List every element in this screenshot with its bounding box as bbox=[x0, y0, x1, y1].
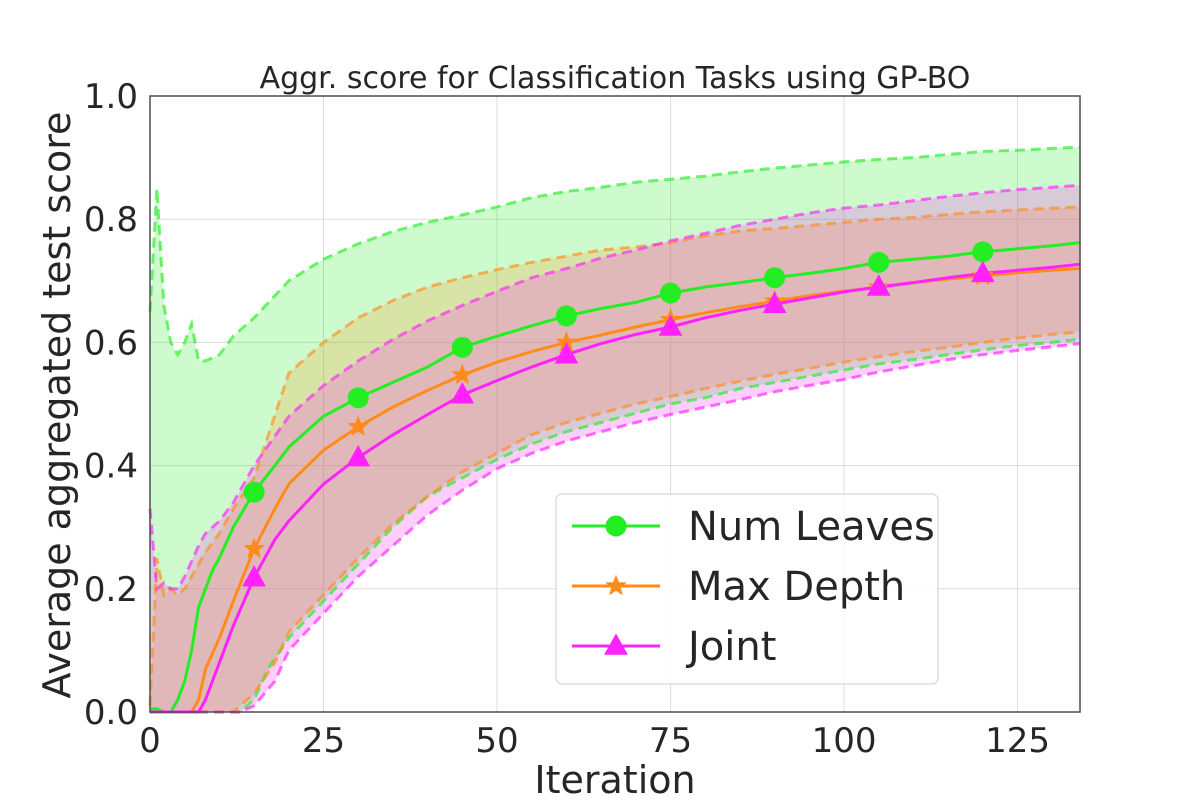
grid bbox=[149, 95, 1080, 713]
x-tick-label: 100 bbox=[812, 721, 877, 761]
y-tick-label: 1.0 bbox=[84, 77, 138, 117]
x-tick-label: 0 bbox=[139, 721, 161, 761]
num-leaves-marker bbox=[451, 336, 473, 358]
x-tick-labels: 0 25 50 75 100 125 bbox=[139, 721, 1050, 761]
x-tick-label: 50 bbox=[475, 721, 518, 761]
num-leaves-marker bbox=[347, 387, 369, 409]
num-leaves-marker bbox=[243, 481, 265, 503]
y-tick-label: 0.0 bbox=[84, 693, 138, 733]
confidence-bands bbox=[150, 147, 1080, 713]
joint-marker bbox=[450, 382, 475, 404]
max-depth-marker bbox=[243, 537, 265, 559]
y-tick-label: 0.2 bbox=[84, 570, 138, 610]
x-tick-label: 125 bbox=[985, 721, 1050, 761]
legend: Num Leaves Max Depth Joint bbox=[555, 493, 939, 685]
legend-marker-max-depth bbox=[605, 574, 627, 596]
max-depth-marker bbox=[347, 415, 370, 437]
y-tick-label: 0.4 bbox=[84, 447, 138, 487]
legend-label-max-depth: Max Depth bbox=[688, 564, 905, 610]
legend-marker-num-leaves bbox=[605, 515, 627, 537]
plot-frame bbox=[149, 95, 1081, 713]
joint-marker bbox=[554, 342, 579, 364]
legend-box bbox=[555, 493, 939, 685]
max-depth-upper-bound bbox=[148, 205, 1081, 706]
joint-lower-bound bbox=[150, 342, 1081, 714]
x-tick-label: 25 bbox=[302, 721, 345, 761]
y-tick-labels: 0.0 0.2 0.4 0.6 0.8 1.0 bbox=[84, 77, 138, 733]
num-leaves-marker bbox=[555, 305, 577, 327]
joint-marker bbox=[658, 314, 683, 336]
x-axis-label: Iteration bbox=[534, 758, 695, 800]
joint-band bbox=[150, 185, 1080, 713]
joint-marker bbox=[970, 260, 995, 283]
num-leaves-marker bbox=[972, 241, 994, 263]
num-leaves-marker bbox=[764, 267, 786, 289]
legend-label-num-leaves: Num Leaves bbox=[688, 504, 935, 550]
max-depth-marker bbox=[451, 363, 474, 385]
y-tick-label: 0.8 bbox=[84, 200, 138, 240]
legend-label-joint: Joint bbox=[685, 624, 776, 670]
y-tick-label: 0.6 bbox=[84, 323, 138, 363]
joint-marker bbox=[242, 565, 266, 587]
max-depth-band bbox=[150, 206, 1080, 712]
joint-marker bbox=[866, 274, 891, 296]
joint-marker bbox=[346, 445, 371, 467]
x-tick-label: 75 bbox=[649, 721, 692, 761]
legend-marker-joint bbox=[604, 633, 628, 655]
y-axis-label: Average aggregated test score bbox=[35, 112, 79, 699]
num-leaves-lower-bound bbox=[150, 337, 1081, 714]
num-leaves-marker bbox=[660, 282, 682, 304]
num-leaves-marker bbox=[868, 251, 890, 273]
markers bbox=[242, 241, 995, 587]
chart-title: Aggr. score for Classification Tasks usi… bbox=[260, 61, 971, 96]
num-leaves-band bbox=[150, 147, 1080, 713]
num-leaves-upper-bound bbox=[148, 145, 1081, 363]
joint-upper-bound bbox=[148, 183, 1081, 592]
band-boundaries bbox=[148, 145, 1081, 714]
joint-marker bbox=[762, 291, 787, 313]
